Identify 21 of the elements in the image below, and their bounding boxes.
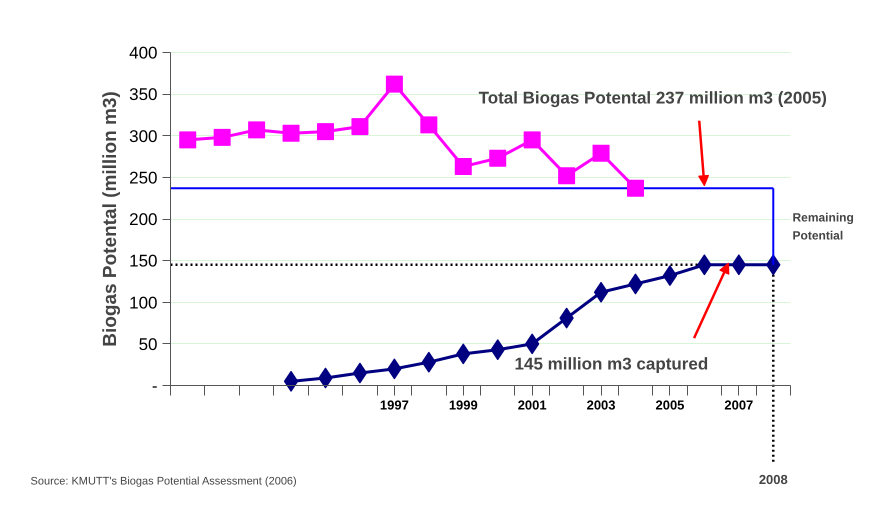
x-tick-label: 2005: [655, 398, 684, 412]
annotation: 145 million m3 captured: [514, 354, 708, 374]
y-tick-label: 300: [129, 126, 158, 146]
ref-line-label: 2008: [758, 472, 788, 487]
text: Remaining Potential: [792, 210, 854, 243]
annotation: Total Biogas Potental 237 million m3 (2005): [478, 88, 827, 108]
x-tick-label: 2007: [724, 398, 754, 412]
y-tick-label: 250: [129, 168, 158, 188]
source-note: Source: KMUTT's Biogas Potential Assessment (2006): [30, 476, 297, 488]
y-tick-label: 400: [129, 44, 158, 62]
y-tick-label: 50: [138, 334, 158, 354]
y-tick-label: 150: [129, 252, 158, 271]
x-tick-label: 1999: [448, 398, 478, 412]
x-tick-label: 1997: [380, 398, 409, 412]
y-tick-label: 100: [129, 293, 158, 312]
x-tick-label: 2003: [586, 398, 616, 412]
y-tick-label: 350: [129, 85, 158, 104]
y-tick-label: -: [152, 376, 158, 396]
y-axis-title: Biogas Potental (million m3): [100, 91, 122, 347]
y-tick-label: 200: [129, 210, 158, 229]
x-tick-label: 2001: [518, 398, 547, 412]
